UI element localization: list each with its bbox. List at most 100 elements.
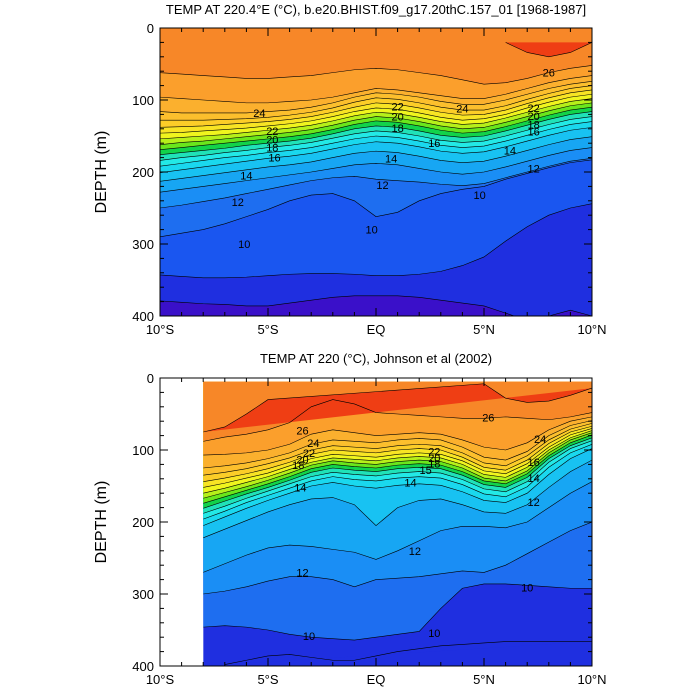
isotherm-20 bbox=[203, 430, 592, 494]
contour-label: 12 bbox=[296, 567, 308, 579]
y-tick-label: 300 bbox=[132, 587, 154, 602]
contour-label: 24 bbox=[534, 434, 546, 446]
contour-label: 10 bbox=[474, 190, 486, 202]
contour-label: 26 bbox=[296, 426, 308, 438]
contour-label: 24 bbox=[307, 438, 319, 450]
contour-label: 14 bbox=[504, 145, 516, 157]
isotherm-13 bbox=[160, 136, 592, 182]
contour-label: 10 bbox=[521, 583, 533, 595]
panel2-ylabel: DEPTH (m) bbox=[93, 481, 110, 564]
contour-label: 22 bbox=[428, 446, 440, 458]
contour-label: 12 bbox=[528, 163, 540, 175]
y-tick-label: 300 bbox=[132, 237, 154, 252]
contour-label: 22 bbox=[266, 126, 278, 138]
y-tick-label: 400 bbox=[132, 659, 154, 674]
contour-label: 14 bbox=[528, 473, 540, 485]
y-tick-label: 100 bbox=[132, 443, 154, 458]
isotherm-17 bbox=[160, 111, 592, 156]
isotherm-13 bbox=[203, 459, 592, 539]
contour-label: 12 bbox=[409, 546, 421, 558]
x-tick-label: 10°N bbox=[577, 672, 606, 687]
contour-label: 16 bbox=[268, 153, 280, 165]
contour-label: 16 bbox=[428, 138, 440, 150]
contour-label: 24 bbox=[253, 108, 265, 120]
isotherm-10 bbox=[203, 583, 592, 641]
x-tick-label: 5°N bbox=[473, 322, 495, 337]
isotherm-19 bbox=[203, 432, 592, 499]
panel1-title: TEMP AT 220.4°E (°C), b.e20.BHIST.f09_g1… bbox=[166, 2, 586, 17]
y-tick-label: 200 bbox=[132, 165, 154, 180]
isotherm-27 bbox=[505, 42, 592, 58]
isotherm-16 bbox=[160, 116, 592, 161]
fill-pocket-8 bbox=[224, 641, 592, 665]
isotherm-22 bbox=[203, 425, 592, 482]
isotherm-24 bbox=[160, 80, 592, 114]
isotherm-22 bbox=[160, 89, 592, 128]
contour-label: 16 bbox=[528, 127, 540, 139]
x-tick-label: 5°S bbox=[257, 322, 278, 337]
isotherm-25 bbox=[203, 416, 592, 456]
contour-label: 20 bbox=[391, 112, 403, 124]
isotherm-10 bbox=[160, 159, 592, 238]
isotherm-7 bbox=[548, 309, 592, 316]
y-tick-label: 0 bbox=[147, 371, 154, 386]
x-tick-label: 5°S bbox=[257, 672, 278, 687]
contour-label: 22 bbox=[528, 103, 540, 115]
isotherm-8 bbox=[160, 295, 516, 316]
contour-label: 18 bbox=[266, 143, 278, 155]
isotherm-21 bbox=[160, 93, 592, 134]
contour-label: 15 bbox=[420, 465, 432, 477]
isotherm-17 bbox=[203, 437, 592, 509]
contour-label: 12 bbox=[376, 180, 388, 192]
contour-label: 24 bbox=[456, 104, 468, 116]
y-tick-label: 200 bbox=[132, 515, 154, 530]
isotherm-19 bbox=[160, 102, 592, 145]
contour-label: 16 bbox=[528, 457, 540, 469]
fill-band-26 bbox=[160, 28, 592, 85]
isotherm-12 bbox=[203, 481, 592, 573]
panel1-ylabel: DEPTH (m) bbox=[93, 131, 110, 214]
x-tick-label: EQ bbox=[367, 672, 386, 687]
x-tick-label: 10°S bbox=[146, 672, 175, 687]
isotherm-11 bbox=[160, 158, 592, 209]
isotherm-14 bbox=[160, 127, 592, 174]
y-tick-label: 400 bbox=[132, 309, 154, 324]
panel2-title: TEMP AT 220 (°C), Johnson et al (2002) bbox=[260, 351, 492, 366]
contour-label: 18 bbox=[391, 123, 403, 135]
panel1-field bbox=[160, 28, 592, 316]
isotherm-18 bbox=[203, 434, 592, 504]
fill-band-28 bbox=[505, 42, 592, 57]
isotherm-15 bbox=[203, 443, 592, 520]
isotherm-16 bbox=[203, 440, 592, 514]
contour-label: 20 bbox=[528, 111, 540, 123]
contour-label: 18 bbox=[428, 459, 440, 471]
contour-label: 14 bbox=[240, 171, 252, 183]
contour-label: 10 bbox=[238, 239, 250, 251]
isotherm-9 bbox=[224, 641, 592, 665]
isotherm-15 bbox=[160, 121, 592, 167]
contour-label: 18 bbox=[292, 460, 304, 472]
contour-label: 14 bbox=[294, 482, 306, 494]
contour-label: 22 bbox=[303, 448, 315, 460]
x-tick-label: 5°N bbox=[473, 672, 495, 687]
contour-label: 10 bbox=[366, 225, 378, 237]
isotherm-11 bbox=[203, 521, 592, 595]
x-tick-label: EQ bbox=[367, 322, 386, 337]
isotherm-24 bbox=[203, 420, 592, 469]
x-tick-label: 10°S bbox=[146, 322, 175, 337]
isotherm-23 bbox=[160, 85, 592, 121]
isotherm-26 bbox=[160, 65, 592, 85]
isotherm-18 bbox=[160, 106, 592, 150]
isotherm-9 bbox=[160, 203, 592, 279]
contour-label: 10 bbox=[428, 628, 440, 640]
isotherm-27 bbox=[203, 383, 592, 433]
isotherm-25 bbox=[160, 75, 592, 104]
contour-label: 18 bbox=[528, 119, 540, 131]
contour-label: 12 bbox=[528, 497, 540, 509]
contour-label: 26 bbox=[482, 413, 494, 425]
contour-label: 14 bbox=[404, 477, 416, 489]
y-tick-label: 0 bbox=[147, 21, 154, 36]
contour-label: 20 bbox=[296, 454, 308, 466]
